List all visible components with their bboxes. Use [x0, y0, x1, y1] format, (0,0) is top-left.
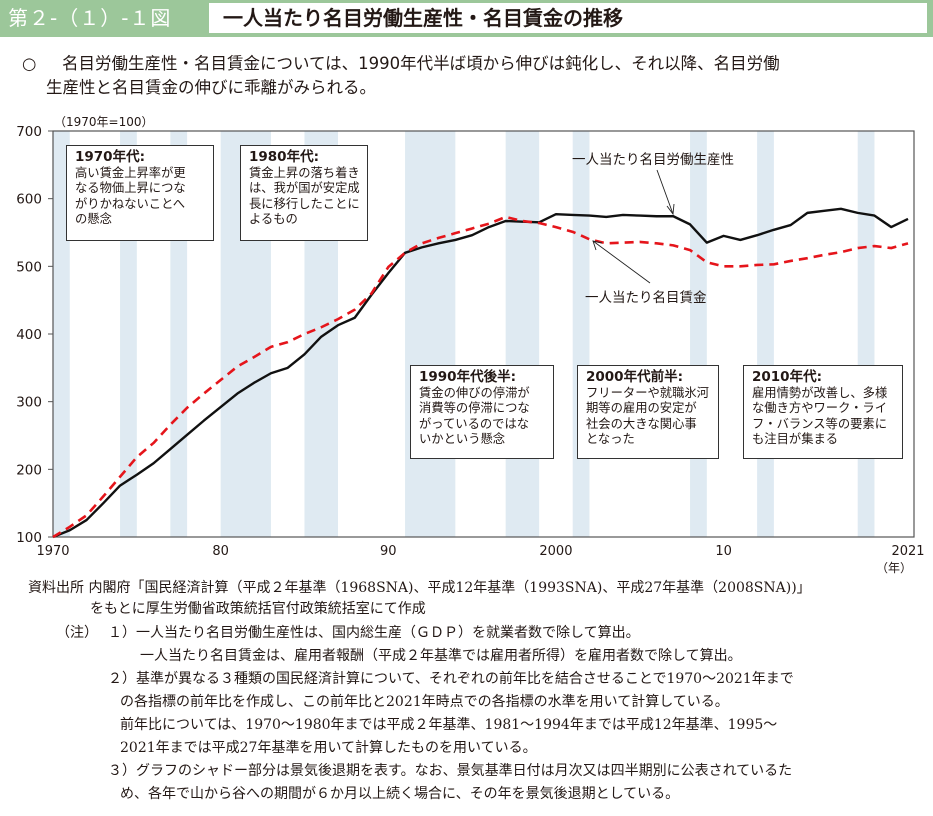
productivity-label: 一人当たり名目労働生産性	[572, 152, 734, 168]
annotation-line: 賃金の伸びの停滞が	[419, 386, 530, 400]
annotation-1980s: 1980年代: 賃金上昇の落ち着き は、我が国が安定成 長に移行したことに よる…	[240, 145, 368, 241]
note-2a: ２）基準が異なる３種類の国民経済計算について、それぞれの前年比を結合させることで…	[108, 671, 794, 687]
annotation-line: も注目が集まる	[752, 432, 839, 447]
annotation-line: 雇用情勢が改善し、多様	[752, 386, 888, 400]
recession-band	[690, 131, 707, 537]
annotation-line: なる物価上昇につな	[75, 181, 186, 196]
productivity-pointer-arrow	[656, 169, 674, 215]
wage-pointer-arrow	[592, 240, 651, 284]
figure-title-box: 一人当たり名目労働生産性・名目賃金の推移	[209, 3, 927, 33]
y-tick-label: 700	[16, 124, 42, 140]
figure-number: 第２-（１）-１図	[8, 6, 172, 30]
x-tick-label: 90	[380, 544, 397, 559]
figure-title: 一人当たり名目労働生産性・名目賃金の推移	[223, 6, 623, 30]
series-callouts: 一人当たり名目労働生産性 一人当たり名目賃金	[572, 152, 734, 306]
x-axis-unit-label: （年）	[876, 561, 912, 575]
annotation-title: 2010年代:	[752, 369, 822, 385]
summary-line-1: 名目労働生産性・名目賃金については、1990年代半ば頃から伸びは鈍化し、それ以降…	[62, 54, 780, 73]
x-axis: 1970 80 90 2000 10 2021	[36, 544, 924, 559]
y-axis-label: （1970年=100）	[54, 115, 154, 129]
x-tick-label: 2021	[891, 544, 924, 559]
annotation-line: となった	[586, 432, 635, 447]
y-tick-label: 100	[16, 530, 42, 546]
annotation-line: 消費等の停滞につな	[419, 401, 530, 416]
summary-line-2: 生産性と名目賃金の伸びに乖離がみられる。	[46, 78, 376, 97]
y-axis: 100 200 300 400 500 600 700	[16, 124, 53, 546]
annotation-line: 長に移行したことに	[249, 196, 360, 211]
note-1b: 一人当たり名目賃金は、雇用者報酬（平成２年基準では雇用者所得）を雇用者数で除して…	[140, 648, 742, 664]
x-tick-label: 2000	[539, 544, 572, 559]
y-tick-label: 300	[16, 395, 42, 411]
annotation-line: は、我が国が安定成	[249, 181, 360, 196]
y-tick-label: 400	[16, 327, 42, 343]
annotation-title: 1970年代:	[75, 149, 145, 165]
y-tick-label: 600	[16, 192, 42, 208]
recession-band	[572, 131, 590, 537]
annotation-line: よるもの	[249, 212, 298, 227]
annotation-line: 社会の大きな関心事	[586, 416, 697, 431]
annotation-line: フ・バランス等の要素に	[752, 416, 888, 431]
annotation-title: 1990年代後半:	[419, 369, 516, 385]
annotation-line: 賃金上昇の落ち着き	[249, 166, 360, 180]
recession-band	[405, 131, 456, 537]
figure-header: 第２-（１）-１図 一人当たり名目労働生産性・名目賃金の推移	[0, 0, 933, 37]
wage-series-line	[52, 215, 909, 539]
note-2b: の各指標の前年比を作成し、この前年比と2021年時点での各指標の水準を用いて計算…	[120, 694, 729, 710]
annotation-line: フリーターや就職氷河	[586, 386, 709, 400]
annotation-2010s: 2010年代: 雇用情勢が改善し、多様 な働き方やワーク・ライ フ・バランス等の…	[743, 365, 903, 459]
note-1a: １）一人当たり名目労働生産性は、国内総生産（ＧＤＰ）を就業者数で除して算出。	[108, 625, 640, 641]
recession-band	[757, 131, 774, 537]
annotation-title: 2000年代前半:	[586, 369, 683, 385]
summary: ○ 名目労働生産性・名目賃金については、1990年代半ば頃から伸びは鈍化し、それ以…	[22, 52, 922, 100]
annotation-line: いかという懸念	[419, 432, 506, 447]
annotation-1970s: 1970年代: 高い賃金上昇率が更 なる物価上昇につな がりかねないことへ の懸…	[66, 145, 214, 241]
note-3a: ３）グラフのシャドー部分は景気後退期を表す。なお、景気基準日付は月次又は四半期別…	[108, 763, 793, 779]
note-label: （注）	[56, 625, 98, 641]
y-tick-label: 200	[16, 462, 42, 478]
annotation-line: 期等の雇用の安定が	[586, 401, 697, 416]
annotation-late-1990s: 1990年代後半: 賃金の伸びの停滞が 消費等の停滞につな がっているのではな …	[410, 365, 554, 459]
annotation-title: 1980年代:	[249, 149, 319, 165]
x-tick-label: 80	[212, 544, 229, 559]
wage-label: 一人当たり名目賃金	[585, 290, 707, 306]
x-tick-label: 1970	[36, 544, 69, 559]
annotation-line: がりかねないことへ	[75, 196, 186, 211]
recession-band	[857, 131, 875, 537]
annotation-early-2000s: 2000年代前半: フリーターや就職氷河 期等の雇用の安定が 社会の大きな関心事…	[577, 365, 719, 459]
circle-bullet-icon: ○	[22, 54, 37, 73]
productivity-arrowhead-icon	[666, 203, 675, 216]
annotation-line: な働き方やワーク・ライ	[752, 401, 888, 416]
annotation-line: の懸念	[75, 212, 112, 227]
annotation-line: がっているのではな	[419, 416, 530, 431]
series-lines	[52, 207, 909, 539]
y-tick-label: 500	[16, 259, 42, 275]
source-line-2: をもとに厚生労働省政策統括官付政策統括室にて作成	[90, 601, 426, 617]
wage-arrowhead-icon	[592, 240, 603, 251]
note-2c: 前年比については、1970～1980年までは平成２年基準、1981～1994年ま…	[120, 717, 778, 733]
note-3b: め、各年で山から谷への期間が６か月以上続く場合に、その年を景気後退期としている。	[120, 786, 680, 802]
recession-band	[505, 131, 540, 537]
note-2d: 2021年までは平成27年基準を用いて計算したものを用いている。	[120, 740, 537, 756]
annotation-line: 高い賃金上昇率が更	[75, 166, 186, 180]
productivity-series-line	[52, 207, 909, 539]
source-line-1: 資料出所 内閣府「国民経済計算（平成２年基準（1968SNA)、平成12年基準（…	[28, 580, 811, 596]
recession-band	[53, 131, 70, 537]
x-tick-label: 10	[715, 544, 732, 559]
